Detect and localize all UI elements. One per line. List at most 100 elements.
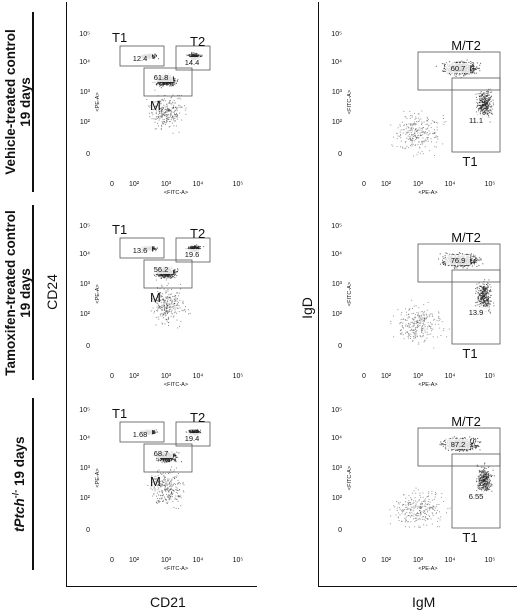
row-label-vehicle: Vehicle-treated control 19 days [0, 12, 36, 192]
x-tick-label: 10⁴ [445, 557, 456, 564]
gate-label-m: M [150, 290, 161, 305]
pct-t2: 19.4 [185, 434, 200, 443]
gate-label-m-t2: M/T2 [451, 38, 481, 53]
y-tick-label: 10³ [80, 465, 91, 472]
row-divider [32, 12, 34, 192]
gate-m-t2 [417, 51, 501, 91]
x-tick-label: 10³ [413, 557, 424, 564]
igm-igd-plot-vehicle: 10⁵ 10⁴ 10³ 10² 0 0 10² 10³ 10⁴ 10⁵ <FITC-A> <PE-A>… [331, 31, 501, 196]
x-tick-label: 10⁵ [485, 557, 496, 564]
pct-m-bg [149, 264, 173, 274]
pct-m-bg [149, 448, 173, 458]
event-dots [474, 279, 495, 315]
pct-m: 56.2 [154, 265, 169, 274]
igm-igd-plot-tamoxifen: 10⁵ 10⁴ 10³ 10² 0 0 10² 10³ 10⁴ 10⁵ <FITC-A> <PE-A>… [331, 223, 501, 388]
gate-m [143, 443, 193, 473]
pct-t1-bg [464, 115, 488, 125]
y-tick-label: 10² [332, 495, 343, 502]
x-channel-label: <PE-A> [418, 190, 437, 196]
x-channel-label: <FITC-A> [164, 382, 188, 388]
x-tick-label: 10³ [161, 557, 172, 564]
gate-t2 [175, 421, 211, 447]
y-tick-label: 10⁴ [79, 251, 90, 258]
row-label-text: Vehicle-treated control 19 days [3, 29, 34, 175]
y-tick-label: 10³ [332, 465, 343, 472]
gate-t1 [119, 237, 165, 259]
pct-t2-bg [180, 433, 204, 443]
row-divider [32, 398, 34, 570]
left-y-axis-title: CD24 [44, 274, 60, 310]
event-dots [390, 299, 450, 349]
y-tick-label: 10² [332, 311, 343, 318]
y-tick-label: 10⁵ [331, 223, 342, 230]
event-dots [150, 279, 191, 329]
event-dots [389, 487, 451, 528]
x-tick-label: 0 [362, 373, 366, 380]
x-channel-label: <PE-A> [418, 382, 437, 388]
y-tick-label: 10⁴ [331, 435, 342, 442]
gate-m [143, 67, 193, 97]
y-tick-label: 10⁴ [79, 59, 90, 66]
gate-label-t1: T1 [112, 406, 127, 421]
gate-m-t2 [417, 427, 501, 467]
x-tick-label: 10² [129, 181, 140, 188]
pct-m-t2-bg [446, 439, 470, 449]
y-tick-label: 10⁵ [331, 31, 342, 38]
event-dots [390, 110, 447, 157]
pct-m-bg [149, 72, 173, 82]
pct-t2-bg [180, 57, 204, 67]
pct-t1: 11.1 [469, 116, 483, 125]
pct-m-t2-bg [446, 255, 470, 265]
gate-t1 [451, 77, 501, 153]
pct-t1: 13.9 [469, 308, 484, 317]
igm-igd-plot-tptch: 10⁵ 10⁴ 10³ 10² 0 0 10² 10³ 10⁴ 10⁵ <FITC-A> <PE-A>… [331, 407, 501, 572]
gate-label-t2: T2 [190, 226, 205, 241]
y-channel-label: <FITC-A> [347, 282, 353, 306]
left-column-frame [66, 2, 257, 587]
x-tick-label: 10⁴ [193, 181, 204, 188]
x-tick-label: 10² [129, 373, 140, 380]
x-tick-label: 10² [129, 557, 140, 564]
y-tick-label: 10⁵ [331, 407, 342, 414]
gate-label-t1: T1 [462, 154, 477, 169]
x-tick-label: 10² [381, 557, 392, 564]
gate-label-t2: T2 [190, 410, 205, 425]
cd21-cd24-plot-vehicle: 10⁵ 10⁴ 10³ 10² 0 0 10² 10³ 10⁴ 10⁵ <PE-A> <FITC-A>… [79, 30, 244, 196]
gate-t1 [119, 421, 165, 443]
row-label-tptch: tPtch-/- 19 days [0, 398, 36, 570]
pct-t2-bg [180, 249, 204, 259]
pct-t1-bg [128, 245, 152, 255]
x-tick-label: 10² [381, 373, 392, 380]
y-channel-label: <PE-A> [95, 284, 101, 303]
x-tick-label: 10⁵ [233, 181, 244, 188]
y-tick-label: 0 [338, 527, 342, 534]
x-tick-label: 10³ [413, 373, 424, 380]
y-tick-label: 10⁵ [79, 31, 90, 38]
y-tick-label: 10² [80, 495, 91, 502]
x-tick-label: 0 [362, 181, 366, 188]
event-dots [147, 466, 185, 509]
y-tick-label: 0 [338, 151, 342, 158]
pct-m-t2-bg [446, 63, 470, 73]
pct-t2: 14.4 [185, 58, 200, 67]
x-channel-label: <PE-A> [418, 566, 437, 572]
cd21-cd24-plot-tptch: 10⁵ 10⁴ 10³ 10² 0 0 10² 10³ 10⁴ 10⁵ <PE-A> <FITC-A>… [79, 406, 244, 572]
pct-t1-bg [464, 307, 488, 317]
gate-label-t2: T2 [190, 34, 205, 49]
x-tick-label: 10⁴ [445, 373, 456, 380]
gate-label-t1: T1 [462, 346, 477, 361]
y-tick-label: 10³ [80, 281, 91, 288]
x-tick-label: 10⁵ [233, 557, 244, 564]
pct-t1: 6.55 [469, 492, 484, 501]
gate-t2 [175, 45, 211, 71]
y-tick-label: 0 [338, 343, 342, 350]
gate-t1 [451, 453, 501, 529]
y-tick-label: 10⁴ [331, 59, 342, 66]
x-tick-label: 10⁴ [193, 557, 204, 564]
x-tick-label: 0 [110, 373, 114, 380]
x-tick-label: 10⁵ [485, 181, 496, 188]
pct-m-t2: 60.7 [451, 64, 466, 73]
right-x-axis-title: IgM [412, 594, 436, 610]
pct-m: 61.8 [154, 73, 169, 82]
y-tick-label: 10³ [80, 89, 91, 96]
